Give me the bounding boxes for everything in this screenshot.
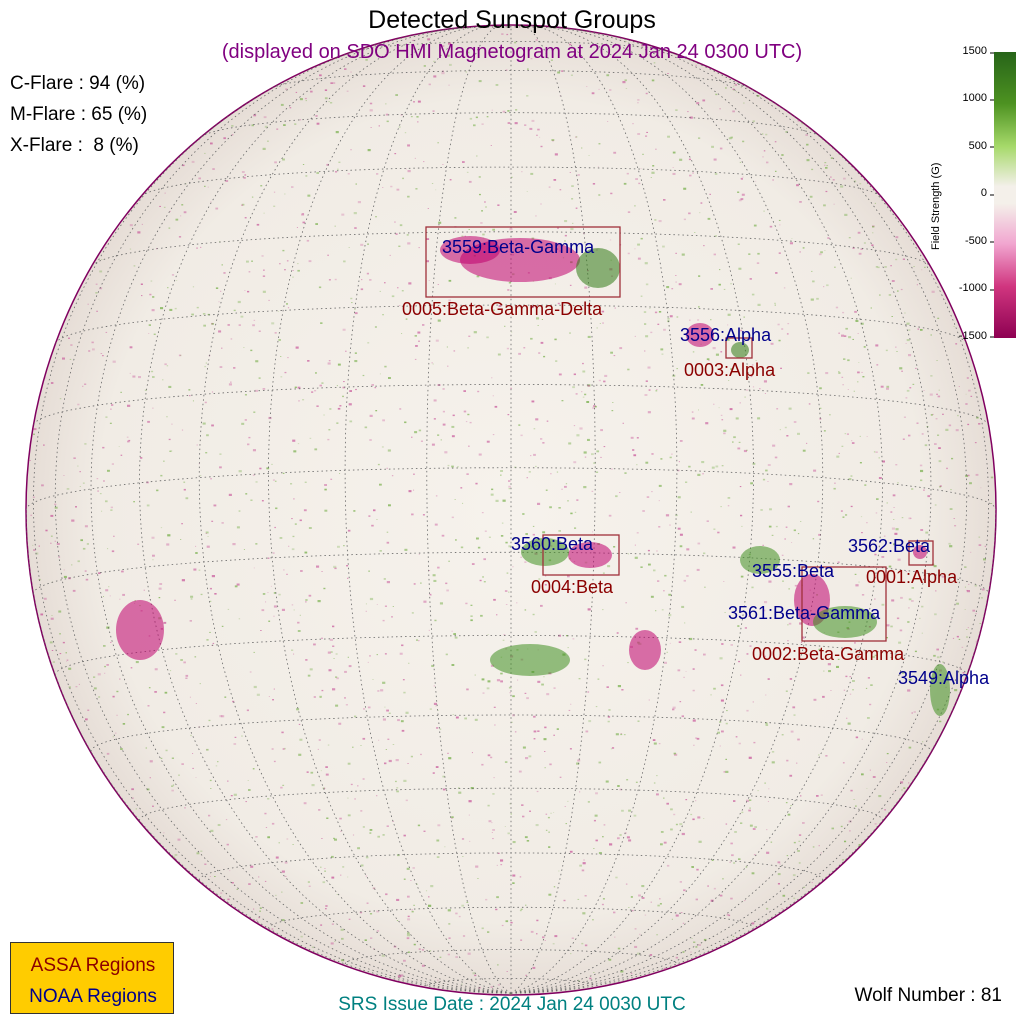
sunspot-patches xyxy=(116,236,950,716)
page-title: Detected Sunspot Groups xyxy=(368,6,656,34)
colorbar-tick: 500 xyxy=(968,140,987,152)
assa-region-label: 0005:Beta-Gamma-Delta xyxy=(402,299,603,319)
region-box-0001 xyxy=(908,540,934,566)
heliographic-grid xyxy=(26,25,996,994)
srs-issue-date: SRS Issue Date : 2024 Jan 24 0030 UTC xyxy=(338,994,686,1015)
legend-assa-label: ASSA Regions xyxy=(30,955,156,976)
noaa-region-label: 3560:Beta xyxy=(511,534,594,554)
region-legend: ASSA Regions NOAA Regions xyxy=(10,942,174,1014)
legend-noaa-label: NOAA Regions xyxy=(29,986,157,1007)
colorbar-tick: -1500 xyxy=(958,330,987,342)
colorbar-tick: 1500 xyxy=(962,45,987,57)
page-subtitle: (displayed on SDO HMI Magnetogram at 202… xyxy=(221,41,803,63)
noaa-region-label: 3555:Beta xyxy=(752,561,835,581)
field-strength-colorbar xyxy=(990,52,1016,338)
m-flare-probability: M-Flare : 65 (%) xyxy=(10,104,148,125)
region-box-0005 xyxy=(425,226,621,298)
noaa-region-label: 3562:Beta xyxy=(848,536,931,556)
assa-region-label: 0001:Alpha xyxy=(866,567,958,587)
colorbar-title: Field Strength (G) xyxy=(930,162,942,250)
noaa-region-label: 3559:Beta-Gamma xyxy=(442,237,595,257)
region-box-0003 xyxy=(725,337,753,359)
colorbar-tick: -500 xyxy=(964,235,987,247)
noaa-region-label: 3556:Alpha xyxy=(680,325,772,345)
assa-region-label: 0003:Alpha xyxy=(684,360,776,380)
assa-region-label: 0004:Beta xyxy=(531,577,614,597)
region-boxes xyxy=(425,226,934,642)
assa-region-label: 0002:Beta-Gamma xyxy=(752,644,905,664)
sun-disk xyxy=(25,24,997,996)
wolf-number: Wolf Number : 81 xyxy=(854,985,1002,1006)
noaa-region-label: 3549:Alpha xyxy=(898,668,990,688)
x-flare-probability: X-Flare : 8 (%) xyxy=(10,135,139,156)
c-flare-probability: C-Flare : 94 (%) xyxy=(10,73,146,94)
colorbar-tick: -1000 xyxy=(958,282,987,294)
noaa-region-label: 3561:Beta-Gamma xyxy=(728,603,881,623)
magnetic-field-texture xyxy=(29,33,994,995)
colorbar-tick: 1000 xyxy=(962,92,987,104)
region-box-0002 xyxy=(801,566,887,642)
colorbar-tick: 0 xyxy=(980,187,987,199)
region-box-0004 xyxy=(542,534,620,576)
